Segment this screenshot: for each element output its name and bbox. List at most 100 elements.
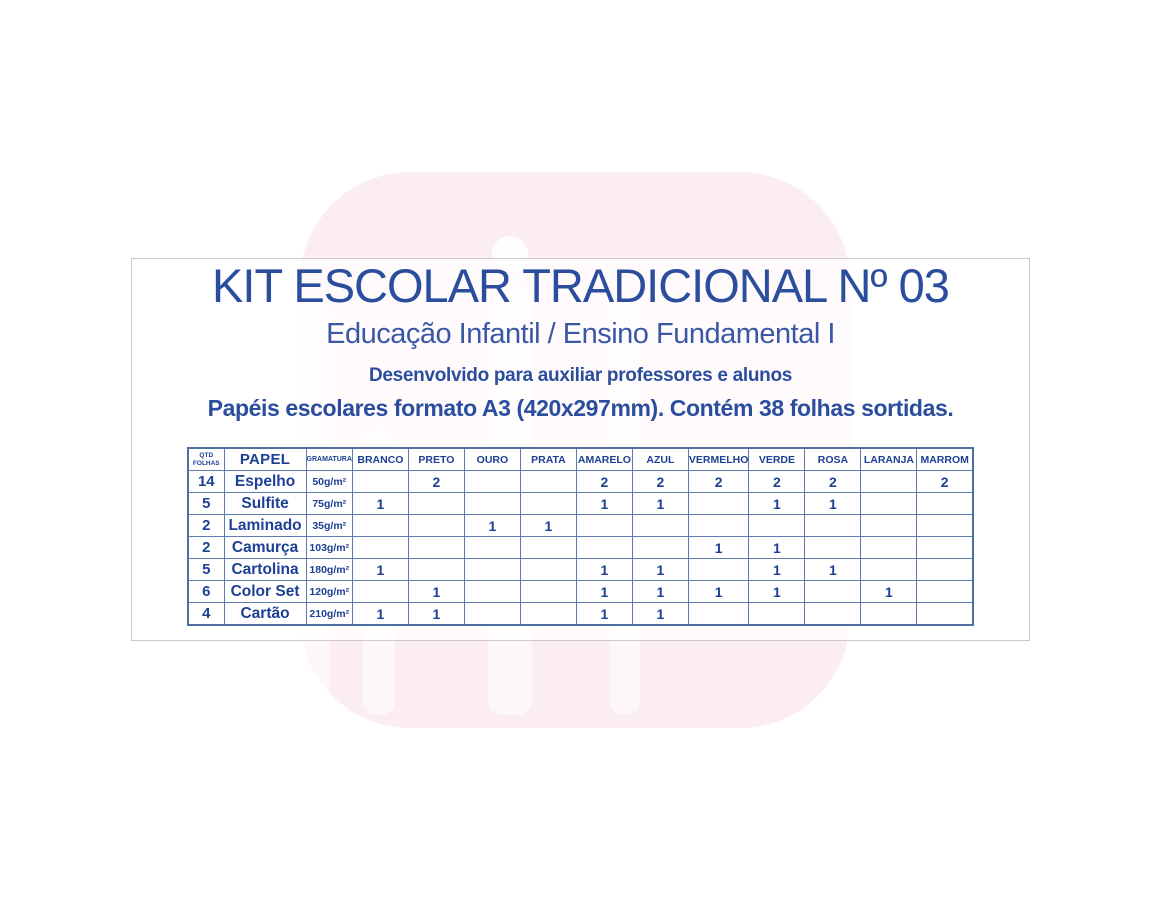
table-row: 2 Camurça 103g/m² 1 1: [187, 536, 974, 560]
header-qtd-folhas: QTD FOLHAS: [187, 447, 225, 472]
cell-gramatura: 210g/m²: [305, 602, 353, 626]
cell-count-laranja: [860, 536, 918, 560]
header-color-branco: BRANCO: [351, 447, 409, 472]
kit-contents-table: QTD FOLHAS PAPEL GRAMATURA BRANCO PRETO OURO PR…: [187, 447, 974, 627]
cell-count-rosa: [804, 602, 862, 626]
cell-count-ouro: [463, 558, 521, 582]
cell-qtd: 5: [187, 492, 225, 516]
cell-qtd: 2: [187, 514, 225, 538]
cell-count-preto: 1: [407, 602, 465, 626]
cell-count-branco: 1: [351, 558, 409, 582]
kit-title: KIT ESCOLAR TRADICIONAL Nº 03: [212, 259, 950, 312]
cell-count-azul: [631, 536, 689, 560]
header-color-marrom: MARROM: [916, 447, 974, 472]
table-row: 2 Laminado 35g/m² 1 1: [187, 514, 974, 538]
cell-count-verde: 1: [748, 558, 806, 582]
cell-count-marrom: [916, 492, 974, 516]
table-header-row: QTD FOLHAS PAPEL GRAMATURA BRANCO PRETO OURO PR…: [187, 447, 974, 472]
cell-count-amarelo: 1: [575, 492, 633, 516]
cell-count-preto: 2: [407, 470, 465, 494]
cell-count-amarelo: 2: [575, 470, 633, 494]
cell-count-laranja: 1: [860, 580, 918, 604]
cell-count-prata: [519, 558, 577, 582]
cell-count-ouro: [463, 580, 521, 604]
cell-count-verde: 1: [748, 536, 806, 560]
cell-count-verde: [748, 514, 806, 538]
header-color-vermelho: VERMELHO: [687, 447, 750, 472]
cell-count-laranja: [860, 470, 918, 494]
cell-count-branco: 1: [351, 602, 409, 626]
kit-tagline: Desenvolvido para auxiliar professores e…: [368, 365, 793, 387]
cell-count-prata: [519, 602, 577, 626]
cell-count-marrom: [916, 514, 974, 538]
header-gramatura: GRAMATURA: [305, 447, 353, 472]
cell-count-vermelho: [687, 492, 750, 516]
cell-count-preto: 1: [407, 580, 465, 604]
cell-count-prata: [519, 536, 577, 560]
contents-table-wrap: QTD FOLHAS PAPEL GRAMATURA BRANCO PRETO OURO PR…: [132, 447, 1029, 627]
cell-count-branco: 1: [351, 492, 409, 516]
cell-count-preto: [407, 492, 465, 516]
cell-qtd: 4: [187, 602, 225, 626]
cell-count-amarelo: [575, 536, 633, 560]
cell-count-branco: [351, 580, 409, 604]
cell-count-amarelo: 1: [575, 580, 633, 604]
cell-count-vermelho: 1: [687, 580, 750, 604]
table-row: 5 Cartolina 180g/m² 1 1 1 1 1: [187, 558, 974, 582]
cell-count-ouro: [463, 470, 521, 494]
cell-count-branco: [351, 536, 409, 560]
cell-papel: Espelho: [223, 470, 307, 494]
table-row: 5 Sulfite 75g/m² 1 1 1 1 1: [187, 492, 974, 516]
cell-count-rosa: [804, 536, 862, 560]
cell-count-prata: [519, 580, 577, 604]
cell-count-ouro: 1: [463, 514, 521, 538]
cell-count-marrom: [916, 602, 974, 626]
cell-count-preto: [407, 558, 465, 582]
cell-count-laranja: [860, 492, 918, 516]
cell-count-vermelho: [687, 514, 750, 538]
cell-gramatura: 103g/m²: [305, 536, 353, 560]
cell-count-amarelo: 1: [575, 558, 633, 582]
cell-qtd: 2: [187, 536, 225, 560]
cell-count-preto: [407, 536, 465, 560]
header-color-amarelo: AMARELO: [575, 447, 633, 472]
cell-count-prata: [519, 492, 577, 516]
cell-count-azul: [631, 514, 689, 538]
cell-count-laranja: [860, 558, 918, 582]
cell-count-azul: 1: [631, 558, 689, 582]
cell-gramatura: 75g/m²: [305, 492, 353, 516]
cell-count-prata: [519, 470, 577, 494]
cell-count-laranja: [860, 602, 918, 626]
table-row: 4 Cartão 210g/m² 1 1 1 1: [187, 602, 974, 626]
cell-count-rosa: 2: [804, 470, 862, 494]
cell-count-verde: [748, 602, 806, 626]
cell-count-marrom: 2: [916, 470, 974, 494]
cell-gramatura: 180g/m²: [305, 558, 353, 582]
cell-count-azul: 1: [631, 602, 689, 626]
cell-papel: Cartolina: [223, 558, 307, 582]
cell-count-rosa: [804, 514, 862, 538]
cell-count-branco: [351, 470, 409, 494]
cell-count-vermelho: 2: [687, 470, 750, 494]
header-color-prata: PRATA: [519, 447, 577, 472]
cell-count-vermelho: 1: [687, 536, 750, 560]
cell-count-rosa: 1: [804, 558, 862, 582]
cell-count-ouro: [463, 602, 521, 626]
header-color-rosa: ROSA: [804, 447, 862, 472]
header-color-laranja: LARANJA: [860, 447, 918, 472]
cell-count-preto: [407, 514, 465, 538]
cell-count-rosa: [804, 580, 862, 604]
cell-qtd: 6: [187, 580, 225, 604]
cell-papel: Cartão: [223, 602, 307, 626]
cell-papel: Sulfite: [223, 492, 307, 516]
cell-qtd: 5: [187, 558, 225, 582]
header-color-azul: AZUL: [631, 447, 689, 472]
cell-count-branco: [351, 514, 409, 538]
cell-count-prata: 1: [519, 514, 577, 538]
header-color-verde: VERDE: [748, 447, 806, 472]
cell-count-marrom: [916, 536, 974, 560]
info-card: KIT ESCOLAR TRADICIONAL Nº 03 Educação I…: [131, 258, 1030, 641]
cell-count-ouro: [463, 492, 521, 516]
cell-papel: Laminado: [223, 514, 307, 538]
cell-count-laranja: [860, 514, 918, 538]
